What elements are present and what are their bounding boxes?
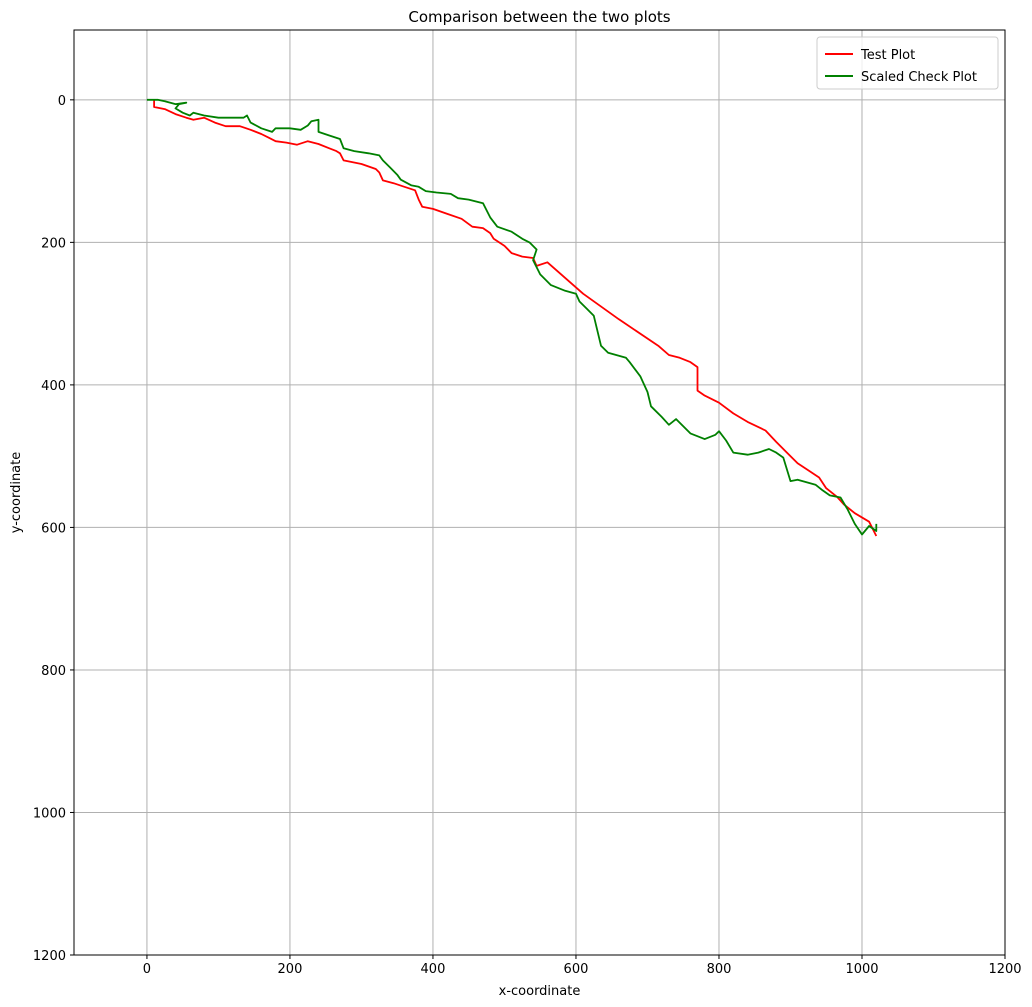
y-axis: 0 200 400 600 800 1000 1200 (33, 94, 74, 964)
x-tick-label: 600 (564, 962, 589, 977)
chart-title: Comparison between the two plots (408, 8, 670, 26)
y-tick-label: 800 (41, 664, 66, 679)
x-axis-label: x-coordinate (499, 984, 581, 999)
legend-entry: Test Plot (860, 48, 915, 63)
y-tick-label: 1200 (33, 949, 66, 964)
plot-area (74, 30, 1005, 955)
test-plot-line (153, 99, 878, 537)
y-tick-label: 400 (41, 379, 66, 394)
legend-entry: Scaled Check Plot (861, 70, 977, 85)
y-tick-label: 0 (58, 94, 66, 109)
y-tick-label: 200 (41, 236, 66, 251)
plot-frame (73, 29, 1006, 956)
legend-box (816, 36, 999, 90)
x-tick-label: 800 (707, 962, 732, 977)
y-axis-label: y-coordinate (9, 452, 24, 534)
legend: Test Plot Scaled Check Plot (816, 36, 999, 90)
x-tick-label: 200 (278, 962, 303, 977)
x-tick-label: 0 (143, 962, 151, 977)
y-tick-label: 1000 (33, 806, 66, 821)
scaled-check-plot-line (146, 98, 878, 536)
x-tick-label: 1000 (845, 962, 878, 977)
y-tick-label: 600 (41, 521, 66, 536)
series-lines (146, 98, 878, 537)
x-axis: 0 200 400 600 800 1000 1200 (143, 955, 1022, 977)
x-tick-label: 1200 (988, 962, 1021, 977)
x-tick-label: 400 (421, 962, 446, 977)
